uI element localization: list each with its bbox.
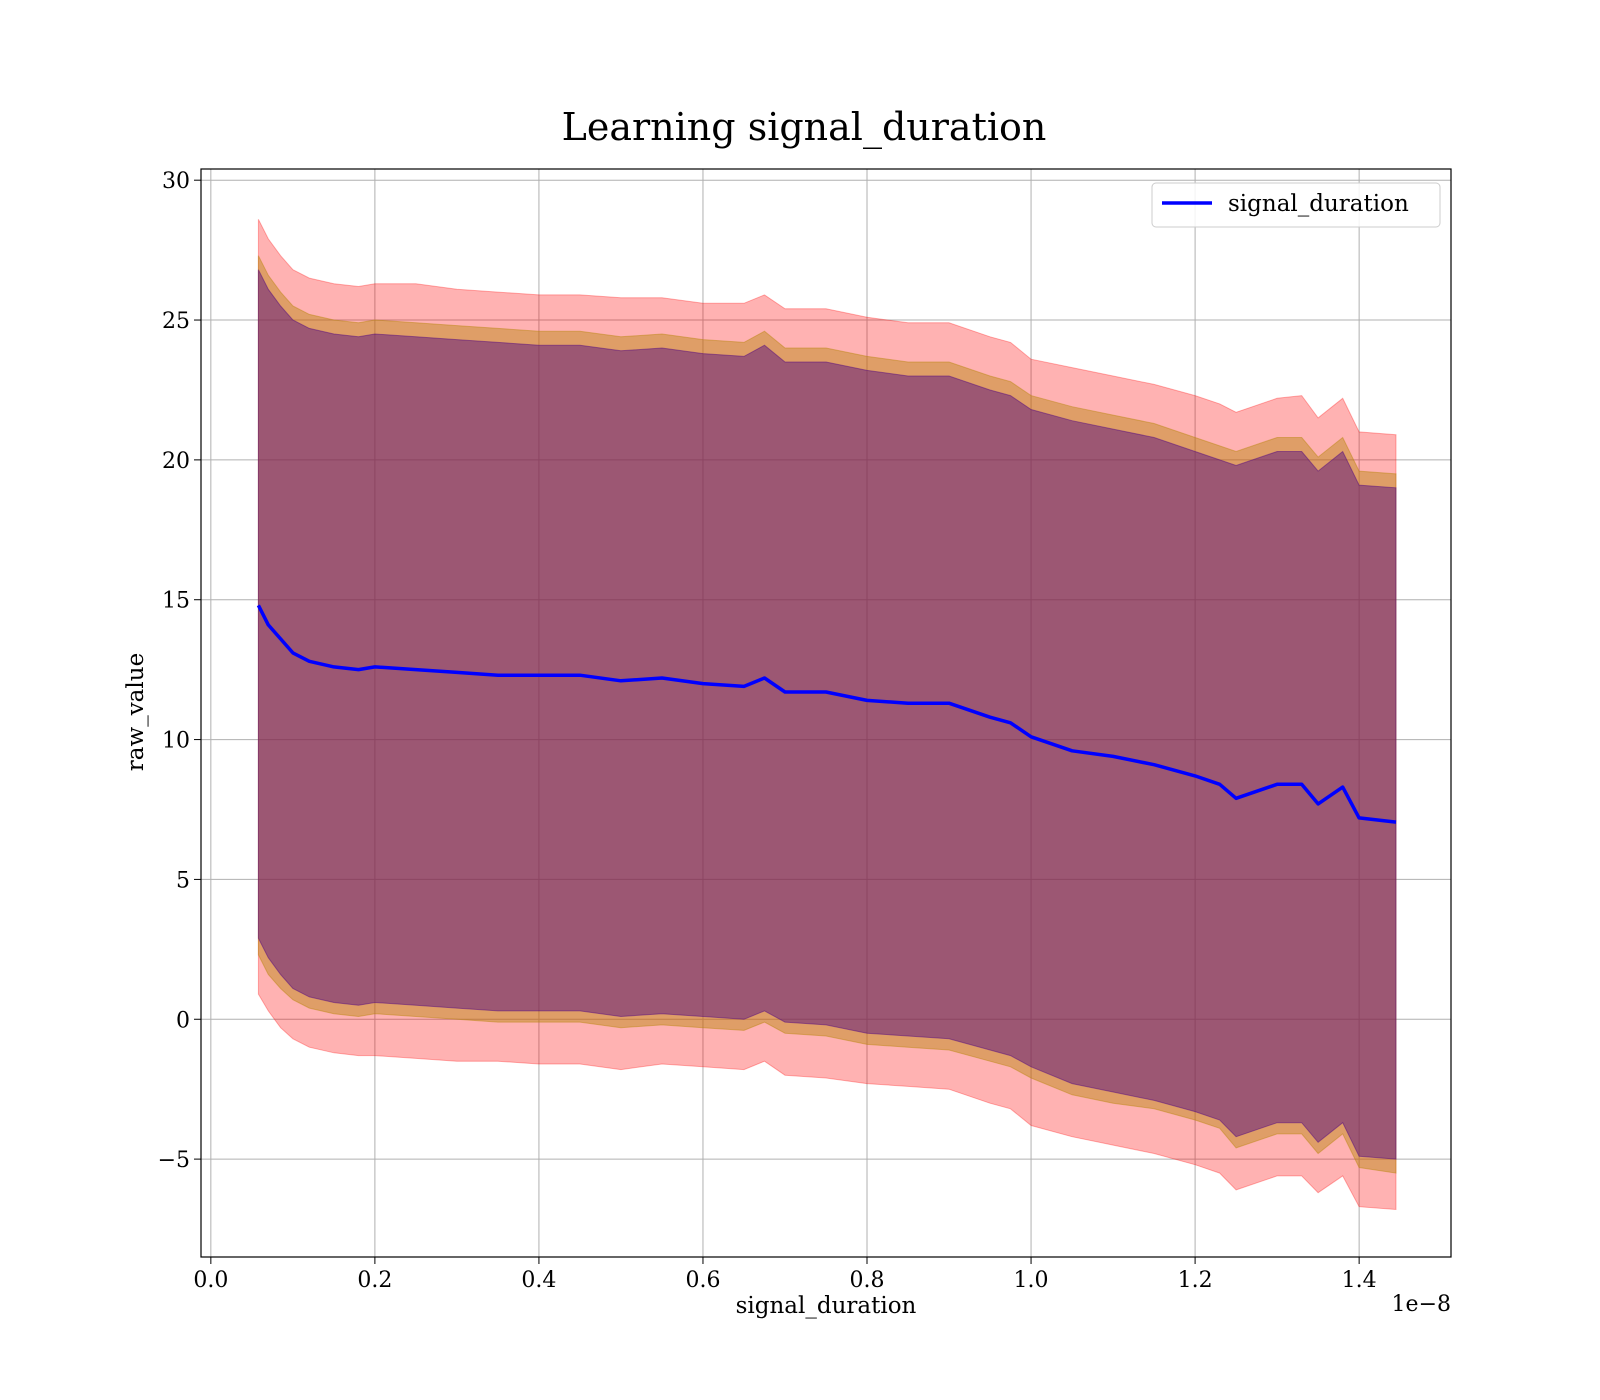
x-tick-label-1: 0.2 — [357, 1268, 392, 1293]
confidence-band-0 — [257, 219, 1397, 1211]
grid — [201, 169, 1451, 1257]
x-axis-ticks: 0.0 0.2 0.4 0.6 0.8 1.0 1.2 1.4 — [193, 1257, 1377, 1293]
y-axis-ticks: −5 0 5 10 15 20 25 30 — [158, 169, 201, 1173]
y-tick-label-5: 20 — [162, 449, 190, 474]
y-tick-label-2: 5 — [176, 868, 190, 893]
y-tick-label-1: 0 — [176, 1008, 190, 1033]
x-tick-label-7: 1.4 — [1342, 1268, 1377, 1293]
x-tick-label-5: 1.0 — [1014, 1268, 1049, 1293]
x-tick-label-6: 1.2 — [1178, 1268, 1213, 1293]
x-axis-offset-label: 1e−8 — [1392, 1292, 1451, 1317]
chart-title: Learning signal_duration — [562, 105, 1047, 150]
y-tick-label-6: 25 — [162, 309, 190, 334]
series-line-0 — [256, 604, 1397, 824]
x-tick-label-4: 0.8 — [850, 1268, 885, 1293]
x-tick-label-2: 0.4 — [521, 1268, 556, 1293]
legend-box — [1151, 182, 1441, 228]
y-tick-label-4: 15 — [162, 589, 190, 614]
legend: signal_duration — [1151, 182, 1441, 228]
x-tick-label-3: 0.6 — [685, 1268, 720, 1293]
legend-label: signal_duration — [1228, 191, 1409, 217]
plot-frame — [200, 168, 1452, 1258]
y-tick-label-7: 30 — [162, 169, 190, 194]
confidence-bands — [257, 219, 1397, 1211]
x-tick-label-0: 0.0 — [193, 1268, 228, 1293]
confidence-band-2 — [257, 269, 1397, 1160]
confidence-band-1 — [257, 255, 1397, 1174]
x-axis-label: signal_duration — [736, 1293, 917, 1319]
series-lines — [256, 604, 1397, 824]
y-axis-label: raw_value — [123, 653, 149, 771]
y-tick-label-0: −5 — [158, 1148, 190, 1173]
y-tick-label-3: 10 — [162, 729, 190, 754]
